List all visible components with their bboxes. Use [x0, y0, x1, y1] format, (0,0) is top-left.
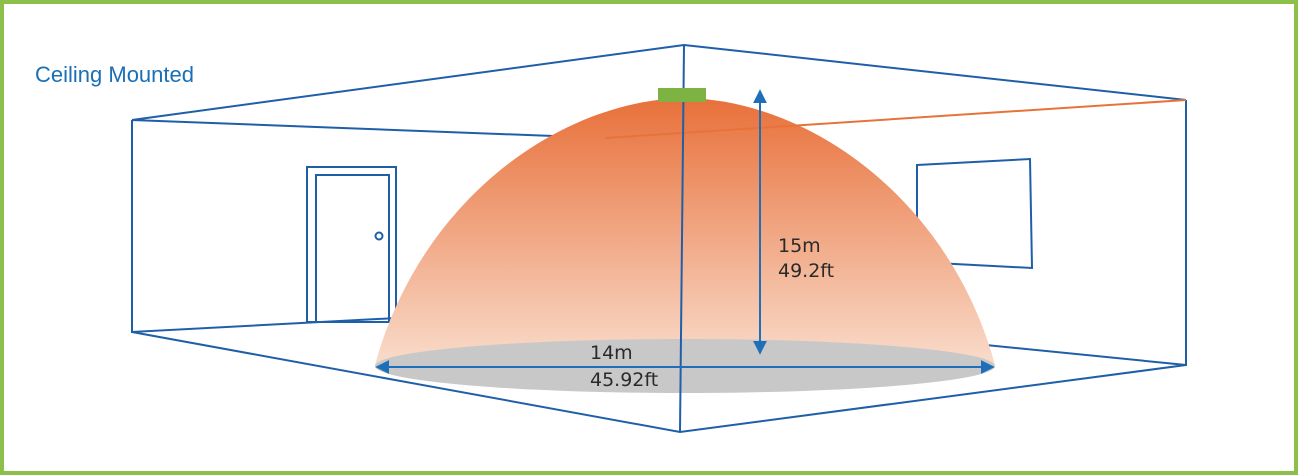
door	[315, 174, 390, 323]
ceiling-edge	[604, 99, 1187, 139]
height-m: 15m	[778, 235, 821, 257]
height-ft: 49.2ft	[778, 260, 834, 282]
width-ft: 45.92ft	[590, 369, 658, 391]
sensor	[658, 88, 706, 102]
coverage-dome	[375, 98, 995, 365]
title: Ceiling Mounted	[35, 62, 194, 87]
door-knob	[374, 231, 384, 241]
width-m: 14m	[590, 342, 633, 364]
